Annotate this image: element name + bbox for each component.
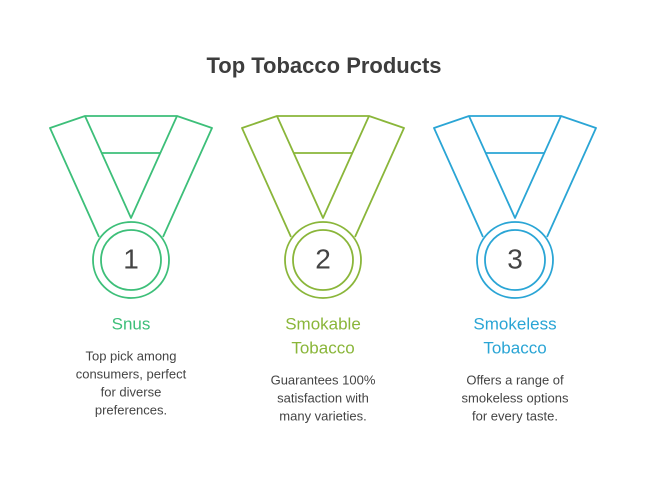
ribbon-outline [241,115,405,238]
medal-inner [100,229,162,291]
item-label: Tobacco [483,338,546,357]
item-description: Top pick among [85,348,176,363]
item-label: Tobacco [291,338,354,357]
medal-outer [92,221,170,299]
medal-number: 3 [507,243,523,274]
medal-number: 1 [123,243,139,274]
medal-inner [292,229,354,291]
ribbon-inner [276,115,370,219]
item-description: smokeless options [462,390,569,405]
medal-outer [476,221,554,299]
item-description: many varieties. [279,408,366,423]
medal-inner [484,229,546,291]
item-description: for diverse [101,384,162,399]
ribbon-outline [49,115,213,238]
item-label: Smokable [285,314,361,333]
item-description: Guarantees 100% [271,372,376,387]
item-description: satisfaction with [277,390,369,405]
item-description: Offers a range of [466,372,564,387]
medal [49,115,213,299]
medal [433,115,597,299]
medal-number: 2 [315,243,331,274]
item-label: Snus [112,314,151,333]
ribbon-inner [468,115,562,219]
ribbon-inner [84,115,178,219]
item-description: preferences. [95,402,167,417]
item-description: for every taste. [472,408,558,423]
ribbon-outline [433,115,597,238]
title: Top Tobacco Products [206,53,441,78]
medal-outer [284,221,362,299]
medal [241,115,405,299]
item-label: Smokeless [473,314,556,333]
item-description: consumers, perfect [76,366,187,381]
